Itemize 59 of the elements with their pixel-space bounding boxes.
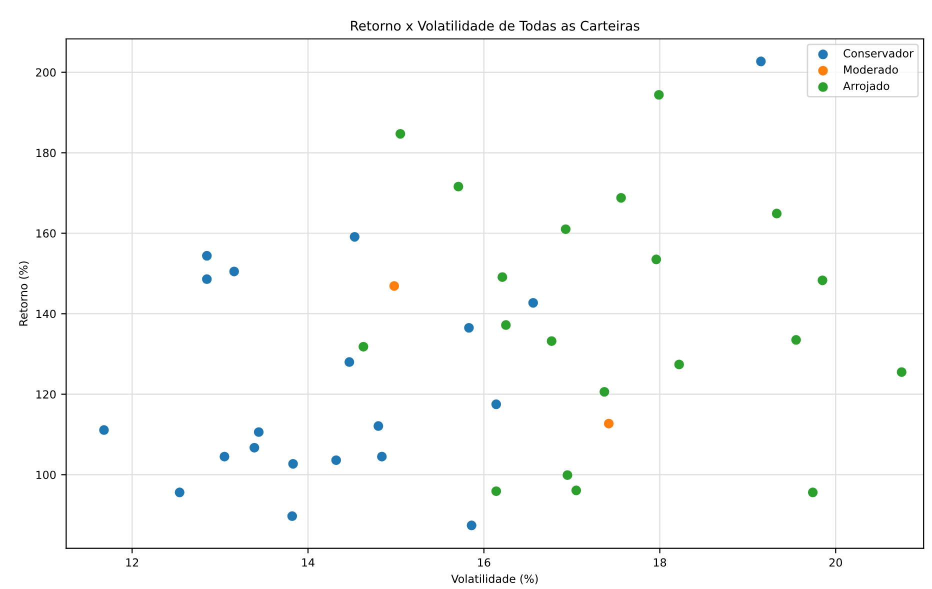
point xyxy=(99,425,109,435)
point xyxy=(571,486,582,496)
point xyxy=(654,90,664,100)
legend-label: Moderado xyxy=(844,65,898,74)
point xyxy=(616,192,626,203)
point xyxy=(791,335,801,345)
x-tick-label: 16 xyxy=(478,558,490,567)
x-tick-label: 12 xyxy=(126,558,138,567)
point xyxy=(464,322,474,333)
point xyxy=(501,320,511,330)
point xyxy=(674,360,684,370)
point xyxy=(498,272,508,282)
point xyxy=(229,266,240,276)
point xyxy=(395,128,406,139)
point xyxy=(560,224,571,234)
point xyxy=(562,470,572,480)
point xyxy=(546,336,556,346)
y-tick-label: 100 xyxy=(36,470,56,480)
point xyxy=(772,208,782,218)
point xyxy=(220,452,230,462)
x-axis-title: Volatilidade (%) xyxy=(451,574,538,584)
x-tick-label: 20 xyxy=(829,558,842,567)
y-tick-label: 180 xyxy=(36,148,56,158)
y-tick-label: 200 xyxy=(36,68,56,77)
legend-label: Arrojado xyxy=(843,81,890,92)
point xyxy=(454,182,464,192)
point xyxy=(331,455,342,466)
point xyxy=(808,488,818,498)
point xyxy=(344,357,354,367)
chart-title: Retorno x Volatilidade de Todas as Carteiras xyxy=(351,20,640,31)
y-tick-label: 120 xyxy=(36,390,56,399)
point xyxy=(491,399,502,410)
point xyxy=(287,511,298,522)
y-tick-label: 140 xyxy=(36,310,56,318)
point xyxy=(651,254,662,264)
y-tick-label: 160 xyxy=(36,229,56,238)
x-tick-label: 18 xyxy=(654,558,666,567)
point xyxy=(756,56,766,66)
point xyxy=(491,486,502,496)
point xyxy=(528,298,538,308)
point xyxy=(254,427,264,437)
point xyxy=(600,386,610,397)
point xyxy=(202,250,212,261)
point xyxy=(358,342,368,352)
y-axis-title: Retorno (%) xyxy=(18,261,29,326)
point xyxy=(466,520,476,530)
point xyxy=(288,458,298,469)
point xyxy=(350,232,360,242)
point xyxy=(202,274,212,284)
point xyxy=(818,275,828,286)
legend-label: Conservador xyxy=(844,48,914,58)
point xyxy=(174,488,184,498)
x-tick-label: 14 xyxy=(302,558,314,567)
point xyxy=(374,421,384,431)
point xyxy=(896,367,906,377)
point xyxy=(604,418,614,428)
point xyxy=(250,442,260,453)
point xyxy=(389,281,400,291)
point xyxy=(377,452,387,462)
